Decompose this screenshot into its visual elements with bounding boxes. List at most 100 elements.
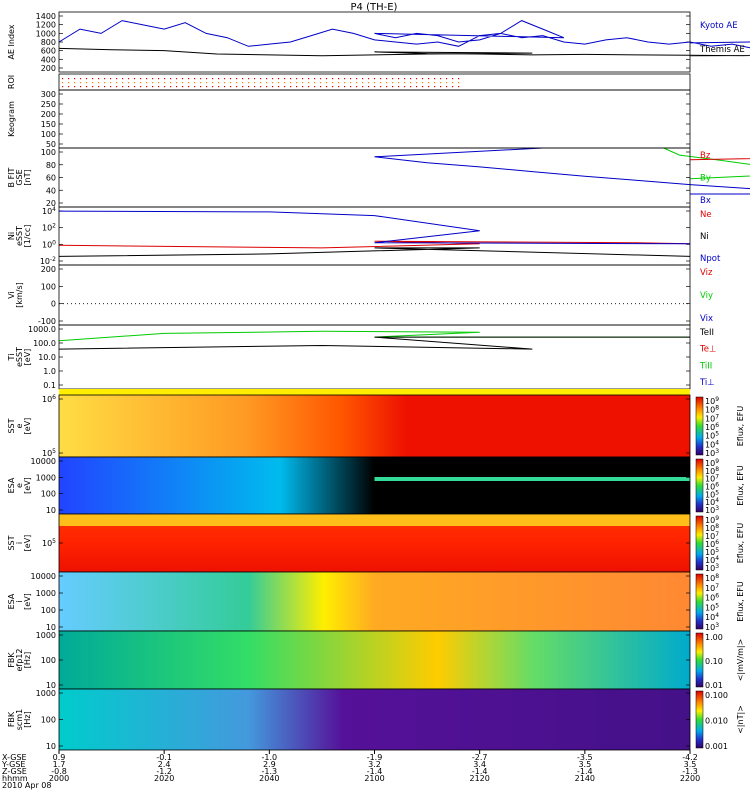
roi-dot xyxy=(158,82,160,84)
svg-text:[Hz]: [Hz] xyxy=(23,711,32,727)
time-axis-value: -3.5 xyxy=(577,753,593,762)
roi-dot xyxy=(248,78,250,80)
time-axis-value: 2040 xyxy=(259,774,279,783)
roi-dot xyxy=(212,78,214,80)
roi-dot xyxy=(200,86,202,88)
time-axis-value: 2200 xyxy=(680,774,700,783)
bfield-legend: Bx xyxy=(700,196,711,206)
roi-dot xyxy=(146,78,148,80)
roi-dot xyxy=(86,78,88,80)
sst-i-cbar-tick: 104 xyxy=(705,555,719,565)
density-legend: Npot xyxy=(700,254,721,264)
esa-e-cbar-tick: 103 xyxy=(705,505,719,515)
roi-dot xyxy=(92,78,94,80)
bfield-ytick: 40 xyxy=(46,186,56,195)
sst-e-cbar-tick: 106 xyxy=(705,422,719,432)
roi-dot xyxy=(326,86,328,88)
time-axis-value: -0.1 xyxy=(156,753,172,762)
ae-legend: Themis AE xyxy=(699,45,745,55)
time-axis-value: 3.5 xyxy=(578,760,591,769)
roi-dot xyxy=(290,86,292,88)
keogram-ylabel: Keogram xyxy=(7,101,16,137)
roi-dot xyxy=(170,78,172,80)
roi-dot xyxy=(260,82,262,84)
fbk-scm-cbar-tick: 0.100 xyxy=(705,691,728,700)
svg-text:ESA: ESA xyxy=(7,593,16,609)
svg-text:B FIT: B FIT xyxy=(7,167,16,187)
roi-dot xyxy=(446,86,448,88)
roi-dot xyxy=(92,82,94,84)
roi-dot xyxy=(254,86,256,88)
roi-dot xyxy=(302,78,304,80)
roi-dot xyxy=(356,86,358,88)
svg-text:FBK: FBK xyxy=(7,652,16,668)
roi-dot xyxy=(164,86,166,88)
roi-dot xyxy=(284,78,286,80)
roi-dot xyxy=(236,86,238,88)
roi-dot xyxy=(368,86,370,88)
esa-i-ytick: 10 xyxy=(46,623,56,632)
svg-text:efp12: efp12 xyxy=(15,649,24,672)
esa-e-ylabel: ESA e [eV] xyxy=(7,477,32,494)
axis-row-label: Z-GSE xyxy=(2,767,27,776)
svg-text:[eV]: [eV] xyxy=(23,593,32,610)
roi-dot xyxy=(152,78,154,80)
fbk-efp-ytick: 100 xyxy=(41,656,56,665)
roi-dot xyxy=(404,78,406,80)
time-axis-value: 2000 xyxy=(49,774,69,783)
velocity-ytick: 100 xyxy=(41,282,56,291)
roi-dot xyxy=(182,78,184,80)
temp-ylabel: Ti eSST [eV] xyxy=(7,347,32,367)
bfield-ylabel: B FIT GSE [nT] xyxy=(7,167,32,187)
temp-legend: TeII xyxy=(699,328,714,338)
temp-ytick: 10.0 xyxy=(38,353,56,362)
esa-e-cbar-tick: 105 xyxy=(705,489,719,499)
sst-e-cbar-title: Eflux, EFU xyxy=(736,406,745,447)
roi-dot xyxy=(422,78,424,80)
roi-dot xyxy=(368,82,370,84)
roi-dot xyxy=(170,82,172,84)
roi-dot xyxy=(206,82,208,84)
roi-dot xyxy=(218,78,220,80)
time-axis-value: 3.5 xyxy=(684,760,697,769)
roi-dot xyxy=(308,86,310,88)
svg-text:[eV]: [eV] xyxy=(23,418,32,435)
time-axis-value: -1.4 xyxy=(472,767,488,776)
temp-ytick: 1.0 xyxy=(43,367,56,376)
roi-dot xyxy=(248,82,250,84)
sst-e-cbar-tick: 108 xyxy=(705,405,719,415)
esa-i-cbar-tick: 105 xyxy=(705,602,719,612)
time-axis-value: 2.4 xyxy=(158,760,171,769)
density-ytick: 104 xyxy=(42,206,56,216)
velocity-panel xyxy=(58,264,691,326)
density-ytick: 10-2 xyxy=(40,256,56,266)
roi-dot xyxy=(308,78,310,80)
roi-dot xyxy=(188,82,190,84)
roi-dot xyxy=(218,86,220,88)
roi-dot xyxy=(182,86,184,88)
roi-dot xyxy=(110,78,112,80)
keogram-ytick: 50 xyxy=(46,140,56,149)
roi-dot xyxy=(272,78,274,80)
sst-i-cbar-tick: 109 xyxy=(705,515,719,525)
ae-ytick: 600 xyxy=(41,47,56,56)
roi-dot xyxy=(224,82,226,84)
roi-dot xyxy=(128,78,130,80)
roi-dot xyxy=(86,82,88,84)
roi-dot xyxy=(380,78,382,80)
temp-series-line xyxy=(58,330,690,342)
temp-ytick: 1000.0 xyxy=(28,325,56,334)
esa-i-cbar-tick: 107 xyxy=(705,583,719,593)
roi-dot xyxy=(128,86,130,88)
roi-dot xyxy=(446,82,448,84)
svg-text:i: i xyxy=(15,600,24,602)
roi-dot xyxy=(218,82,220,84)
bfield-series-line xyxy=(374,147,750,195)
roi-dot xyxy=(104,86,106,88)
roi-dot xyxy=(386,86,388,88)
temp-legend: Te⊥ xyxy=(699,345,716,355)
roi-dot xyxy=(98,82,100,84)
velocity-ytick: -100 xyxy=(38,317,56,326)
roi-dot xyxy=(278,86,280,88)
velocity-ylabel: Vi [km/s] xyxy=(7,282,24,308)
